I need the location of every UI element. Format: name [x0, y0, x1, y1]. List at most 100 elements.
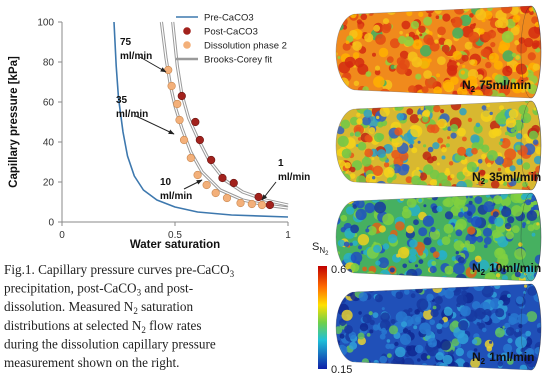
texture-spot [380, 365, 388, 373]
texture-spot [338, 136, 349, 147]
texture-spot [485, 62, 491, 68]
texture-spot [518, 324, 522, 328]
texture-spot [335, 344, 338, 347]
texture-spot [402, 209, 412, 219]
y-axis-title: Capillary pressure [kPa] [8, 56, 20, 188]
texture-spot [429, 319, 435, 325]
texture-spot [362, 278, 368, 284]
legend-label: Dissolution phase 2 [204, 41, 287, 52]
colorbar-max: 0.6 [331, 264, 346, 276]
texture-spot [527, 286, 537, 296]
texture-spot [418, 227, 427, 236]
texture-spot [388, 234, 397, 243]
texture-spot [443, 80, 454, 91]
colorbar-min: 0.15 [331, 364, 352, 375]
texture-spot [472, 339, 477, 344]
texture-spot [381, 286, 386, 291]
texture-spot [369, 329, 373, 333]
texture-spot [477, 322, 481, 326]
texture-spot [452, 17, 463, 28]
texture-spot [425, 192, 431, 198]
texture-spot [501, 2, 512, 13]
texture-spot [374, 192, 378, 196]
texture-spot [373, 324, 379, 330]
data-point [180, 136, 188, 144]
texture-spot [347, 185, 356, 194]
texture-spot [487, 104, 490, 107]
texture-spot [423, 17, 432, 26]
texture-spot [502, 31, 514, 43]
texture-spot [425, 5, 434, 14]
legend-label: Brooks-Corey fit [204, 55, 272, 66]
texture-spot [438, 363, 449, 374]
texture-spot [517, 314, 528, 325]
caption-line: dissolution. Measured N2 saturation [4, 299, 194, 316]
texture-spot [462, 4, 470, 12]
texture-spot [341, 120, 350, 129]
texture-spot [434, 39, 438, 43]
texture-spot [385, 344, 391, 350]
texture-spot [451, 133, 457, 139]
texture-spot [425, 29, 429, 33]
texture-spot [345, 8, 349, 12]
texture-spot [373, 5, 380, 12]
texture-spot [484, 244, 488, 248]
data-point [223, 194, 231, 202]
texture-spot [494, 248, 505, 259]
texture-spot [454, 240, 464, 250]
texture-spot [383, 18, 389, 24]
texture-spot [349, 342, 357, 350]
texture-spot [406, 225, 414, 233]
texture-spot [430, 266, 437, 273]
texture-spot [369, 311, 373, 315]
texture-spot [415, 264, 418, 267]
texture-spot [389, 325, 398, 334]
texture-spot [350, 243, 353, 246]
texture-spot [351, 252, 363, 264]
texture-spot [351, 263, 360, 272]
texture-spot [353, 52, 360, 59]
texture-spot [435, 296, 443, 304]
texture-spot [513, 8, 518, 13]
texture-spot [428, 14, 431, 17]
texture-spot [463, 362, 470, 369]
annotation: ml/min [120, 51, 152, 62]
texture-spot [341, 174, 350, 183]
y-tick-label: 100 [37, 18, 54, 29]
texture-spot [447, 65, 458, 76]
data-point [187, 154, 195, 162]
texture-spot [422, 363, 427, 368]
texture-spot [380, 356, 388, 364]
texture-spot [528, 52, 536, 60]
texture-spot [519, 37, 525, 43]
y-tick-label: 80 [43, 58, 55, 69]
image-label-sub: 2 [481, 268, 486, 277]
texture-spot [535, 347, 543, 355]
texture-spot [451, 100, 461, 110]
texture-spot [420, 107, 423, 110]
texture-spot [525, 199, 531, 205]
texture-spot [398, 36, 406, 44]
texture-spot [487, 150, 498, 161]
data-point [173, 100, 181, 108]
texture-spot [481, 48, 490, 57]
texture-spot [372, 53, 376, 57]
texture-spot [340, 297, 346, 303]
texture-spot [454, 98, 461, 105]
texture-spot [390, 268, 395, 273]
texture-spot [461, 309, 468, 316]
texture-spot [403, 328, 408, 333]
texture-spot [492, 230, 501, 239]
texture-spot [357, 19, 362, 24]
texture-spot [409, 144, 413, 148]
texture-spot [468, 118, 472, 122]
texture-spot [511, 205, 522, 216]
texture-spot [437, 56, 446, 65]
texture-spot [359, 292, 368, 301]
texture-spot [364, 33, 373, 42]
caption-text: saturation [138, 299, 194, 314]
annotation-arrow [136, 116, 174, 134]
texture-spot [462, 65, 465, 68]
texture-spot [430, 227, 435, 232]
texture-spot [413, 219, 419, 225]
